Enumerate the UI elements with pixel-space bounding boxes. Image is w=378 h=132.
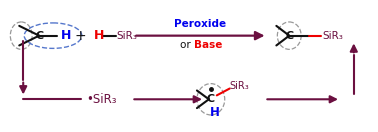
Text: H: H [61,29,71,42]
Text: Base: Base [194,40,223,50]
Text: or: or [180,40,194,50]
Text: SiR₃: SiR₃ [322,31,343,41]
Text: C: C [207,94,215,104]
Text: +: + [75,29,87,43]
Text: SiR₃: SiR₃ [230,81,249,91]
Text: C: C [285,31,293,41]
Text: H: H [210,107,220,119]
Text: H: H [94,29,104,42]
Text: SiR₃: SiR₃ [116,31,138,41]
Text: •SiR₃: •SiR₃ [86,93,116,106]
Text: Peroxide: Peroxide [174,19,226,29]
Text: C: C [35,31,43,41]
